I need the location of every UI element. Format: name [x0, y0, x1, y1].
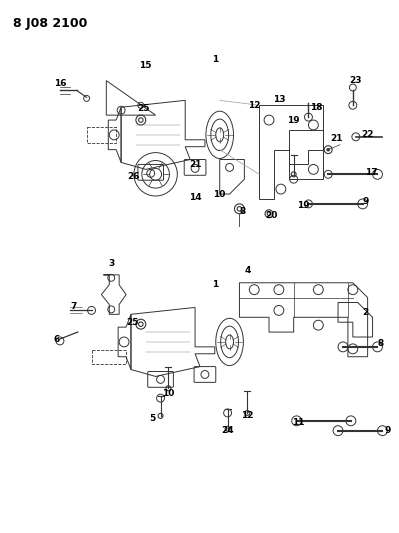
Text: 7: 7: [71, 302, 77, 311]
Text: 25: 25: [138, 104, 150, 113]
Text: 3: 3: [108, 259, 115, 268]
Text: 22: 22: [361, 131, 374, 139]
Text: 1: 1: [211, 55, 218, 64]
Circle shape: [327, 148, 330, 151]
Text: 11: 11: [292, 418, 305, 427]
Text: 10: 10: [213, 190, 226, 198]
Text: 17: 17: [365, 168, 378, 177]
Text: 13: 13: [273, 95, 285, 104]
Text: 19: 19: [297, 201, 310, 211]
Text: 26: 26: [128, 172, 140, 181]
Text: 12: 12: [241, 411, 254, 421]
Text: 9: 9: [384, 426, 391, 435]
Text: 5: 5: [150, 414, 156, 423]
Text: 20: 20: [265, 211, 277, 220]
Text: 16: 16: [54, 79, 66, 88]
Text: 8: 8: [239, 207, 245, 216]
Text: 14: 14: [189, 193, 201, 203]
Text: 23: 23: [350, 76, 362, 85]
Text: 6: 6: [54, 335, 60, 344]
Text: 15: 15: [140, 61, 152, 70]
Text: 24: 24: [221, 426, 234, 435]
Text: 21: 21: [189, 160, 201, 169]
Text: 8 J08 2100: 8 J08 2100: [13, 17, 87, 29]
Text: 4: 4: [244, 266, 251, 276]
Text: 8: 8: [377, 340, 383, 349]
Text: 2: 2: [363, 308, 369, 317]
Text: 18: 18: [310, 103, 323, 112]
Text: 1: 1: [211, 280, 218, 289]
Text: 21: 21: [330, 134, 342, 143]
Text: 9: 9: [362, 197, 369, 206]
Text: 10: 10: [162, 389, 175, 398]
Text: 25: 25: [127, 318, 139, 327]
Text: 12: 12: [248, 101, 261, 110]
Text: 19: 19: [287, 116, 300, 125]
